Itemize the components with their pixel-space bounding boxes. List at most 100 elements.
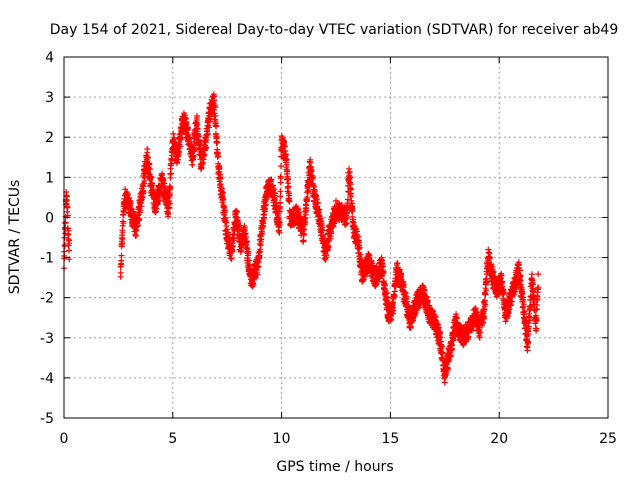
data-point — [481, 313, 488, 320]
data-point — [439, 349, 446, 356]
axis-ticks: 0 5 10 15 20 25 -5 -4 -3 -2 -1 0 1 2 3 4 — [40, 50, 617, 447]
data-point — [517, 272, 524, 279]
y-tick-label: 4 — [45, 50, 54, 66]
data-point — [346, 165, 353, 172]
data-point — [469, 327, 475, 334]
data-point — [203, 145, 210, 151]
data-point — [535, 284, 542, 291]
x-tick-label: 0 — [60, 431, 69, 447]
data-point — [328, 230, 335, 237]
data-point — [174, 160, 180, 167]
data-point — [444, 365, 451, 372]
data-point — [170, 130, 177, 137]
data-point — [273, 202, 280, 209]
data-point — [261, 208, 268, 215]
data-point — [307, 156, 314, 163]
y-tick-label: 1 — [45, 170, 54, 186]
data-point — [283, 156, 290, 163]
data-point — [228, 255, 235, 262]
data-point — [207, 115, 214, 122]
data-point — [309, 173, 316, 180]
data-point — [118, 252, 125, 259]
data-point — [117, 269, 124, 276]
data-point — [243, 238, 250, 245]
data-point — [343, 220, 350, 227]
data-point — [402, 290, 409, 296]
data-point — [119, 229, 126, 236]
data-point — [517, 277, 524, 284]
data-point — [349, 208, 356, 215]
data-point — [284, 167, 291, 174]
data-point — [482, 301, 489, 308]
data-point — [403, 293, 410, 300]
data-point — [485, 246, 492, 253]
data-point — [488, 261, 495, 268]
y-axis-title: SDTVAR / TECUs — [7, 180, 23, 295]
data-point — [140, 189, 147, 195]
data-point — [300, 237, 307, 244]
data-point — [65, 230, 72, 237]
data-point — [295, 209, 302, 216]
data-point — [524, 347, 531, 354]
data-point — [534, 297, 541, 303]
data-point — [168, 170, 175, 177]
data-point — [346, 168, 353, 175]
data-point — [325, 243, 332, 250]
data-point — [137, 207, 144, 214]
data-point — [166, 200, 173, 207]
data-point — [121, 209, 127, 215]
data-point — [227, 255, 234, 262]
data-point — [177, 143, 184, 150]
data-point — [195, 133, 202, 140]
data-point — [317, 215, 324, 222]
data-point — [321, 255, 328, 262]
data-point — [184, 125, 191, 132]
data-point — [416, 304, 422, 311]
data-point — [133, 227, 140, 234]
data-point — [300, 232, 307, 238]
x-tick-label: 20 — [490, 431, 508, 447]
data-point — [66, 240, 73, 247]
data-point — [216, 165, 223, 171]
data-point — [529, 281, 536, 288]
data-point — [520, 301, 527, 308]
data-point — [214, 139, 221, 146]
data-point — [348, 190, 354, 197]
data-point — [534, 306, 540, 313]
data-point — [259, 230, 266, 237]
data-point — [500, 289, 507, 296]
data-point — [183, 119, 190, 126]
data-point — [150, 186, 157, 193]
data-point — [120, 220, 127, 227]
data-point — [384, 294, 391, 301]
data-point — [146, 166, 153, 173]
data-point — [127, 200, 134, 207]
data-point — [380, 268, 387, 275]
data-point — [145, 154, 151, 161]
data-point — [136, 215, 143, 222]
data-point — [437, 334, 444, 341]
data-point — [396, 266, 403, 273]
data-point — [194, 113, 200, 119]
x-tick-label: 25 — [599, 431, 617, 447]
data-point — [449, 342, 455, 349]
data-point — [217, 174, 224, 181]
data-point — [166, 191, 173, 198]
data-point — [527, 303, 534, 310]
data-point — [153, 205, 160, 212]
data-point — [250, 281, 257, 288]
data-point — [189, 161, 196, 168]
data-point — [124, 191, 131, 197]
data-point — [233, 209, 240, 216]
data-point — [383, 289, 390, 296]
data-point — [167, 174, 174, 181]
data-point — [331, 218, 338, 225]
data-point — [215, 153, 222, 159]
data-point — [390, 307, 397, 314]
data-points — [61, 91, 542, 386]
data-point — [261, 211, 268, 218]
data-point — [286, 198, 293, 205]
data-point — [206, 118, 213, 125]
data-point — [64, 204, 71, 211]
data-point — [276, 221, 283, 228]
